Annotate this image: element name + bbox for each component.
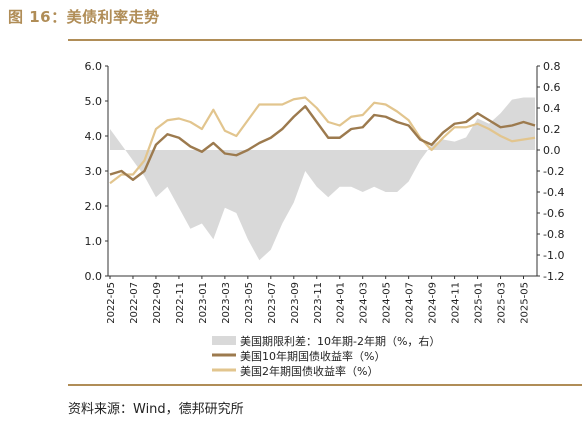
figure-title: 图 16：美债利率走势 bbox=[8, 8, 160, 26]
left-tick-label: 3.0 bbox=[85, 165, 103, 178]
us-2y-line bbox=[109, 96, 536, 185]
source-note: 资料来源：Wind，德邦研究所 bbox=[68, 402, 244, 417]
right-tick-label: 0.2 bbox=[543, 123, 561, 136]
x-tick-label: 2024-07 bbox=[405, 282, 416, 324]
x-tick-label: 2025-05 bbox=[520, 282, 531, 324]
legend-label: 美国10年期国债收益率（%） bbox=[240, 349, 385, 363]
x-tick-label: 2024-03 bbox=[359, 282, 370, 324]
legend-label: 美国期限利差：10年期-2年期（%，右） bbox=[240, 334, 440, 348]
left-tick-label: 5.0 bbox=[85, 95, 103, 108]
left-tick-label: 6.0 bbox=[85, 60, 103, 73]
right-tick-label: -0.8 bbox=[543, 228, 564, 241]
right-tick-label: 0.0 bbox=[543, 144, 561, 157]
x-tick-label: 2022-07 bbox=[129, 282, 140, 324]
x-tick-label: 2023-09 bbox=[290, 282, 301, 324]
right-tick-label: -1.2 bbox=[543, 270, 564, 283]
left-tick-label: 1.0 bbox=[85, 235, 103, 248]
x-tick-label: 2022-09 bbox=[152, 282, 163, 324]
legend-label: 美国2年期国债收益率（%） bbox=[240, 364, 378, 378]
right-tick-label: -0.6 bbox=[543, 207, 564, 220]
right-tick-label: 0.6 bbox=[543, 81, 561, 94]
right-tick-label: -0.2 bbox=[543, 165, 564, 178]
x-tick-label: 2022-11 bbox=[175, 282, 186, 324]
x-tick-label: 2023-05 bbox=[244, 282, 255, 324]
right-tick-label: 0.4 bbox=[543, 102, 561, 115]
x-tick-label: 2025-01 bbox=[474, 282, 485, 324]
x-tick-label: 2023-11 bbox=[313, 282, 324, 324]
right-tick-label: -0.4 bbox=[543, 186, 564, 199]
right-tick-label: 0.8 bbox=[543, 60, 561, 73]
x-tick-label: 2024-11 bbox=[451, 282, 462, 324]
bottom-rule bbox=[68, 384, 582, 386]
x-tick-label: 2023-01 bbox=[198, 282, 209, 324]
x-tick-label: 2022-05 bbox=[106, 282, 117, 324]
x-tick-label: 2025-03 bbox=[497, 282, 508, 324]
x-tick-label: 2024-09 bbox=[428, 282, 439, 324]
us-10y-line bbox=[109, 105, 536, 181]
top-rule bbox=[68, 39, 582, 41]
x-tick-label: 2023-07 bbox=[267, 282, 278, 324]
x-tick-label: 2024-05 bbox=[382, 282, 393, 324]
left-tick-label: 2.0 bbox=[85, 200, 103, 213]
x-tick-label: 2024-01 bbox=[336, 282, 347, 324]
left-tick-label: 4.0 bbox=[85, 130, 103, 143]
spread-area bbox=[110, 97, 535, 261]
right-tick-label: -1.0 bbox=[543, 249, 564, 262]
left-tick-label: 0.0 bbox=[85, 270, 103, 283]
legend-swatch-spread bbox=[212, 336, 236, 345]
x-tick-label: 2023-03 bbox=[221, 282, 232, 324]
